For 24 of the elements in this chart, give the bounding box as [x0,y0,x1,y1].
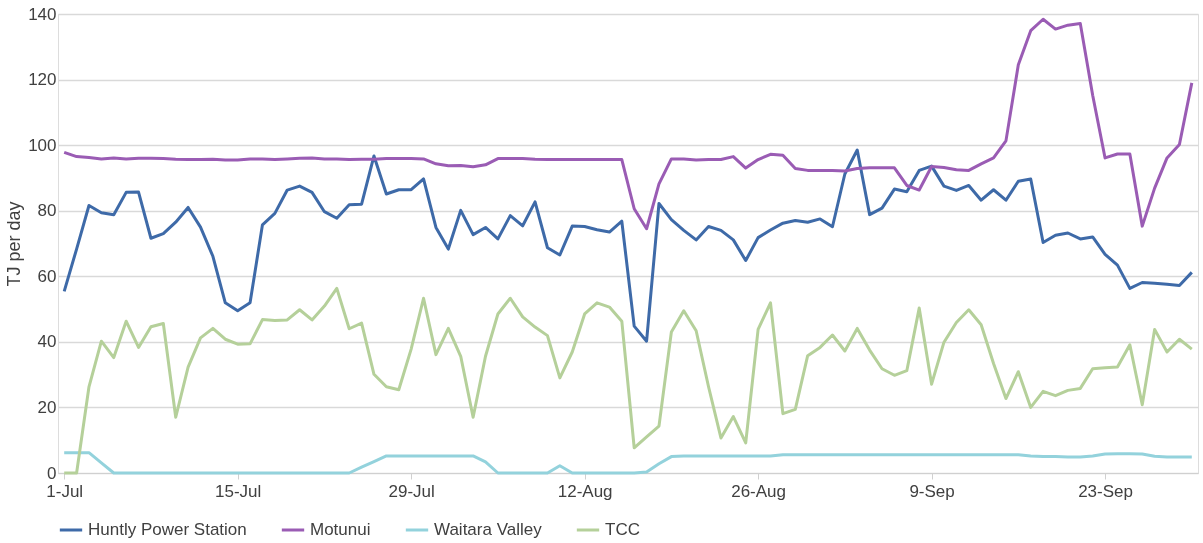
line-series [62,286,1194,475]
x-tick-label: 23-Sep [1078,481,1133,501]
y-axis-title: TJ per day [4,201,25,287]
y-tick-label: 60 [37,266,57,286]
y-tick-label: 140 [28,4,57,24]
y-tick-label: 120 [28,70,57,90]
x-tick-label: 12-Aug [557,481,613,501]
x-tick-label: 9-Sep [909,481,955,501]
y-tick-label: 20 [37,397,57,417]
line-series [62,148,1194,343]
y-tick-label: 80 [37,201,57,221]
x-tick-label: 26-Aug [731,481,787,501]
x-tick-label: 1-Jul [46,481,84,501]
x-tick-label: 29-Jul [388,481,435,501]
line-series [62,451,1194,475]
y-tick-label: 40 [37,332,57,352]
line-series [62,17,1194,231]
legend-label: Waitara Valley [434,520,543,539]
legend-label: Motunui [310,520,371,539]
legend-label: Huntly Power Station [88,520,247,539]
y-tick-label: 100 [28,135,57,155]
legend-label: TCC [605,520,640,539]
y-tick-label: 0 [47,463,57,483]
x-tick-label: 15-Jul [215,481,262,501]
